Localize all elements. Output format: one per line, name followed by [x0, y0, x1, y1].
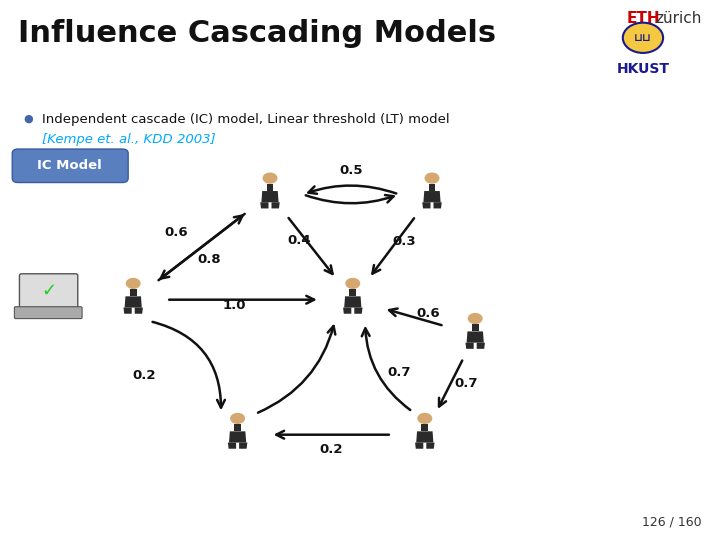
Text: 0.4: 0.4 — [287, 234, 310, 247]
Polygon shape — [465, 343, 474, 349]
Polygon shape — [229, 431, 246, 443]
Circle shape — [623, 23, 663, 53]
FancyBboxPatch shape — [14, 307, 82, 319]
Text: 0.5: 0.5 — [340, 164, 363, 177]
Circle shape — [230, 413, 245, 424]
FancyBboxPatch shape — [19, 274, 78, 309]
Circle shape — [425, 172, 439, 184]
Text: 0.8: 0.8 — [197, 253, 220, 266]
Text: Independent cascade (IC) model, Linear threshold (LT) model: Independent cascade (IC) model, Linear t… — [42, 113, 449, 126]
Text: 1.0: 1.0 — [222, 299, 246, 312]
FancyBboxPatch shape — [12, 149, 128, 183]
Text: Influence Cascading Models: Influence Cascading Models — [18, 19, 496, 48]
Polygon shape — [228, 443, 236, 449]
Text: 0.2: 0.2 — [320, 443, 343, 456]
Polygon shape — [343, 308, 351, 314]
Polygon shape — [415, 443, 423, 449]
Text: ●: ● — [23, 113, 33, 124]
Polygon shape — [125, 296, 142, 308]
Polygon shape — [421, 424, 428, 431]
Text: 0.7: 0.7 — [388, 366, 411, 379]
Polygon shape — [472, 324, 479, 332]
Circle shape — [263, 172, 277, 184]
Circle shape — [346, 278, 360, 289]
Circle shape — [418, 413, 432, 424]
Polygon shape — [271, 202, 280, 208]
Text: 0.7: 0.7 — [455, 377, 478, 390]
Polygon shape — [416, 431, 433, 443]
Polygon shape — [477, 343, 485, 349]
Polygon shape — [344, 296, 361, 308]
Polygon shape — [123, 308, 132, 314]
Polygon shape — [135, 308, 143, 314]
Text: HKUST: HKUST — [616, 62, 670, 76]
Polygon shape — [422, 202, 431, 208]
Text: IC Model: IC Model — [37, 159, 102, 172]
Polygon shape — [423, 191, 441, 202]
Text: ⊔⊔: ⊔⊔ — [634, 33, 652, 43]
Polygon shape — [239, 443, 248, 449]
Polygon shape — [260, 202, 269, 208]
Circle shape — [468, 313, 482, 324]
Polygon shape — [130, 289, 137, 296]
Text: 126 / 160: 126 / 160 — [642, 515, 702, 528]
Text: 0.6: 0.6 — [165, 226, 188, 239]
Polygon shape — [266, 184, 274, 191]
Polygon shape — [234, 424, 241, 431]
Polygon shape — [426, 443, 435, 449]
Polygon shape — [433, 202, 442, 208]
Polygon shape — [349, 289, 356, 296]
Text: 0.6: 0.6 — [417, 307, 440, 320]
Text: 0.3: 0.3 — [393, 235, 416, 248]
Text: [Kempe et. al., KDD 2003]: [Kempe et. al., KDD 2003] — [42, 133, 215, 146]
Text: zürich: zürich — [655, 11, 701, 26]
Text: 0.2: 0.2 — [132, 369, 156, 382]
Text: ETH: ETH — [626, 11, 660, 26]
Text: ✓: ✓ — [41, 281, 57, 300]
Polygon shape — [354, 308, 363, 314]
Polygon shape — [467, 332, 484, 343]
Circle shape — [126, 278, 140, 289]
Polygon shape — [428, 184, 436, 191]
Polygon shape — [261, 191, 279, 202]
